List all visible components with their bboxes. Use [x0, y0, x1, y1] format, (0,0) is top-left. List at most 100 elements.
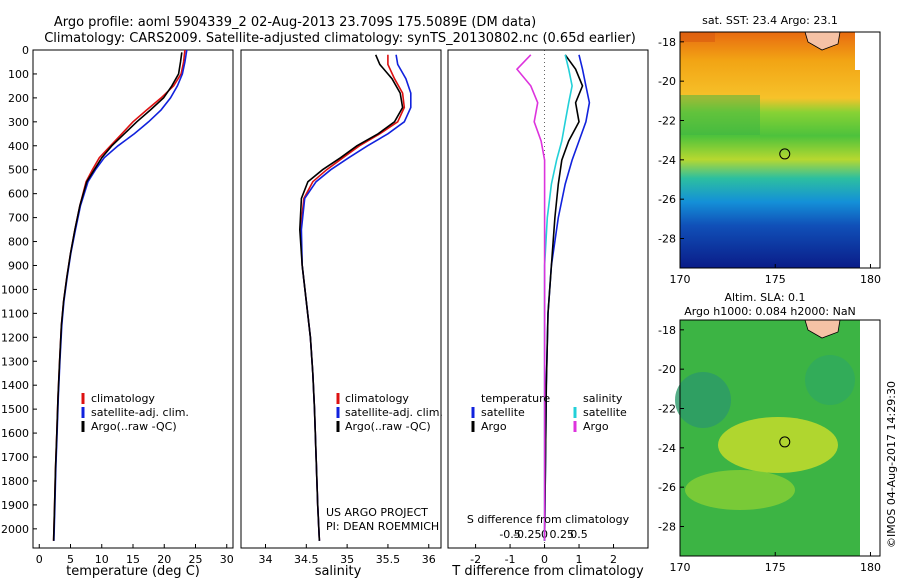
- lon-tick-label: 170: [670, 273, 691, 286]
- y-tick-label: 1400: [1, 379, 29, 392]
- sst-map-panel: sat. SST: 23.4 Argo: 23.1 170 175 180 -18 -2…: [658, 14, 881, 286]
- lat-tick-label: -18: [658, 324, 676, 337]
- x-tick-label: 20: [157, 553, 171, 566]
- x2-tick-label: 0.5: [570, 528, 588, 541]
- imos-credit: ©IMOS 04-Aug-2017 14:29:30: [885, 381, 898, 548]
- y-tick-label: 400: [8, 140, 29, 153]
- title-line-2: Climatology: CARS2009. Satellite-adjuste…: [44, 31, 636, 46]
- y-tick-label: 900: [8, 259, 29, 272]
- legend-climatology-label: climatology: [91, 392, 155, 405]
- y-tick-label: 0: [22, 44, 29, 57]
- sst-map-frame: [679, 31, 881, 269]
- temperature-panel: 0100200300400500600700800900100011001200…: [1, 44, 234, 579]
- legend-argo-label: Argo(..raw -QC): [91, 420, 177, 433]
- series-temperature-argo: [543, 54, 584, 541]
- y-tick-label: 600: [8, 188, 29, 201]
- lat-tick-label: -26: [658, 193, 676, 206]
- x2-tick-label: 0.25: [550, 528, 575, 541]
- legend-argo-label: Argo(..raw -QC): [345, 420, 431, 433]
- lat-tick-label: -18: [658, 36, 676, 49]
- y-tick-label: 800: [8, 236, 29, 249]
- lon-tick-label: 180: [860, 561, 881, 574]
- sla-mid-band: [685, 470, 795, 510]
- difference-legend: temperature salinity satellite Argo sate…: [471, 392, 627, 433]
- pi-annotation: PI: DEAN ROEMMICH: [326, 520, 439, 533]
- temperature-xlabel: temperature (deg C): [66, 564, 200, 579]
- series-salinity-argo: [515, 54, 546, 541]
- x-tick-label: 35.5: [376, 553, 401, 566]
- x-tick-label: 34: [258, 553, 272, 566]
- lat-tick-label: -24: [658, 442, 676, 455]
- lat-tick-label: -20: [658, 75, 676, 88]
- x-tick-label: 0: [541, 553, 548, 566]
- legend-satellite-label: satellite-adj. clim.: [91, 406, 189, 419]
- lat-tick-label: -22: [658, 403, 676, 416]
- legend-t-argo-label: Argo: [481, 420, 507, 433]
- x-tick-label: 2: [610, 553, 617, 566]
- lon-tick-label: 175: [765, 561, 786, 574]
- project-annotation: US ARGO PROJECT: [326, 506, 428, 519]
- sst-green-patch: [680, 95, 760, 135]
- x-tick-label: 10: [95, 553, 109, 566]
- x-tick-label: 34.5: [294, 553, 319, 566]
- y-tick-label: 1900: [1, 499, 29, 512]
- y-tick-label: 100: [8, 68, 29, 81]
- salinity-legend: climatology satellite-adj. clim. Argo(..…: [336, 392, 443, 433]
- legend-s-satellite-label: satellite: [583, 406, 627, 419]
- legend-s-argo-label: Argo: [583, 420, 609, 433]
- x-tick-label: 15: [126, 553, 140, 566]
- sst-field: [680, 32, 860, 268]
- lon-tick-label: 170: [670, 561, 691, 574]
- x-tick-label: 0: [36, 553, 43, 566]
- lat-tick-label: -28: [658, 521, 676, 534]
- x-tick-label: 35: [340, 553, 354, 566]
- sla-map-subtitle: Argo h1000: 0.084 h2000: NaN: [684, 305, 856, 318]
- legend-temperature-title: temperature: [481, 392, 550, 405]
- y-tick-label: 1700: [1, 451, 29, 464]
- x2-tick-label: -0.5: [499, 528, 520, 541]
- y-tick-label: 500: [8, 164, 29, 177]
- x-tick-label: 30: [220, 553, 234, 566]
- sla-high-band: [718, 417, 838, 473]
- y-tick-label: 2000: [1, 523, 29, 536]
- s-difference-xlabel: S difference from climatology: [467, 513, 630, 526]
- lat-tick-label: -28: [658, 233, 676, 246]
- y-tick-label: 200: [8, 92, 29, 105]
- sla-map-frame: [679, 319, 881, 557]
- y-tick-label: 1000: [1, 283, 29, 296]
- difference-frame: [447, 49, 649, 549]
- temperature-frame: [32, 49, 234, 549]
- temperature-legend: climatology satellite-adj. clim. Argo(..…: [81, 392, 189, 433]
- x-tick-label: 1: [576, 553, 583, 566]
- lat-tick-label: -20: [658, 363, 676, 376]
- y-tick-label: 1500: [1, 403, 29, 416]
- series-argo-raw-qc-: [52, 52, 183, 541]
- y-tick-label: 1200: [1, 331, 29, 344]
- x-tick-label: 25: [189, 553, 203, 566]
- sla-low-right: [805, 355, 855, 405]
- title-line-1: Argo profile: aoml 5904339_2 02-Aug-2013…: [54, 15, 536, 30]
- lon-tick-label: 175: [765, 273, 786, 286]
- lat-tick-label: -26: [658, 481, 676, 494]
- x-tick-label: 5: [67, 553, 74, 566]
- argo-location-marker: [779, 148, 791, 160]
- legend-satellite-label: satellite-adj. clim.: [345, 406, 443, 419]
- y-tick-label: 700: [8, 212, 29, 225]
- x-tick-label: 36: [422, 553, 436, 566]
- lat-tick-label: -24: [658, 154, 676, 167]
- salinity-xlabel: salinity: [315, 564, 362, 579]
- sst-warm-patch: [680, 32, 715, 42]
- sla-low-left: [675, 372, 731, 428]
- difference-panel: -2 -1 0 1 2-0.5-0.25 0 0.250.5 S difference fr…: [447, 49, 649, 579]
- sst-missing-data: [855, 32, 880, 70]
- legend-climatology-label: climatology: [345, 392, 409, 405]
- y-tick-label: 1600: [1, 427, 29, 440]
- argo-location-marker: [779, 436, 791, 448]
- legend-t-satellite-label: satellite: [481, 406, 525, 419]
- sla-map-title: Altim. SLA: 0.1: [724, 291, 805, 304]
- salinity-panel: 34 34.5 35 35.5 36 salinity climatology sate…: [240, 49, 443, 579]
- x-tick-label: -2: [470, 553, 481, 566]
- y-tick-label: 300: [8, 116, 29, 129]
- lon-tick-label: 180: [860, 273, 881, 286]
